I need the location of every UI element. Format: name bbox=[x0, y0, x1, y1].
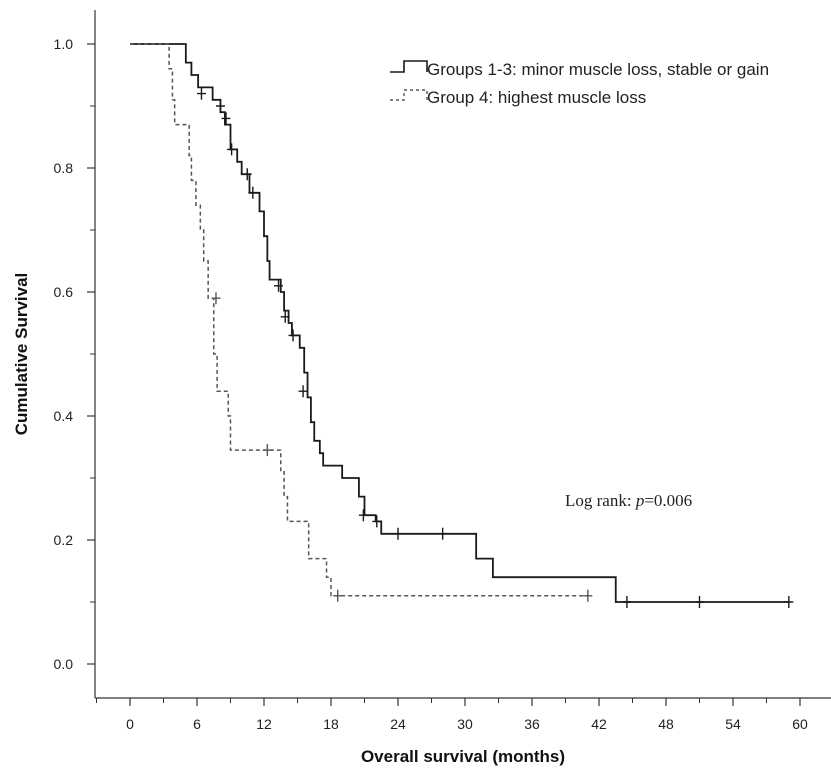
legend-symbol-solid bbox=[390, 60, 428, 73]
legend-symbol-dashed bbox=[390, 89, 428, 101]
x-tick-label: 24 bbox=[390, 716, 406, 732]
y-tick-label: 0.0 bbox=[54, 656, 74, 672]
x-axis-title: Overall survival (months) bbox=[361, 747, 565, 766]
log-rank-value: =0.006 bbox=[644, 491, 692, 510]
series-line-group-4 bbox=[130, 43, 588, 597]
y-tick-label: 1.0 bbox=[54, 36, 74, 52]
x-tick-label: 6 bbox=[193, 716, 201, 732]
x-tick-label: 30 bbox=[457, 716, 473, 732]
censor-mark-groups-1-3 bbox=[438, 527, 448, 540]
censor-mark-groups-1-3 bbox=[227, 143, 237, 156]
y-tick-label: 0.2 bbox=[54, 532, 74, 548]
x-tick-label: 60 bbox=[792, 716, 808, 732]
censor-marks bbox=[196, 87, 794, 608]
censor-mark-group-4 bbox=[583, 589, 593, 602]
censor-mark-groups-1-3 bbox=[358, 509, 368, 522]
censor-mark-groups-1-3 bbox=[221, 112, 231, 125]
x-tick-label: 12 bbox=[256, 716, 272, 732]
series-layer bbox=[130, 43, 789, 603]
censor-mark-group-4 bbox=[333, 589, 343, 602]
censor-mark-group-4 bbox=[211, 292, 221, 305]
censor-mark-groups-1-3 bbox=[784, 596, 794, 608]
censor-mark-groups-1-3 bbox=[393, 527, 403, 540]
y-axis-title: Cumulative Survival bbox=[12, 273, 31, 436]
legend-label-group-4: Group 4: highest muscle loss bbox=[427, 88, 646, 107]
legend-label-groups-1-3: Groups 1-3: minor muscle loss, stable or… bbox=[427, 60, 769, 79]
x-tick-label: 48 bbox=[658, 716, 674, 732]
x-tick-label: 42 bbox=[591, 716, 607, 732]
censor-mark-group-4 bbox=[262, 444, 272, 457]
series-line-groups-1-3 bbox=[130, 43, 789, 603]
censor-mark-groups-1-3 bbox=[242, 168, 252, 181]
y-tick-label: 0.6 bbox=[54, 284, 74, 300]
censor-mark-groups-1-3 bbox=[215, 100, 225, 112]
censor-mark-groups-1-3 bbox=[274, 279, 284, 292]
log-rank-prefix: Log rank: bbox=[565, 491, 636, 510]
x-ticks: 0 6 12 18 24 30 36 42 48 54 60 bbox=[96, 698, 808, 732]
x-tick-label: 36 bbox=[524, 716, 540, 732]
censor-mark-groups-1-3 bbox=[196, 87, 206, 100]
log-rank-p: p bbox=[635, 491, 645, 510]
censor-mark-groups-1-3 bbox=[280, 310, 290, 323]
censor-mark-groups-1-3 bbox=[248, 186, 258, 199]
y-ticks: 0.0 0.2 0.4 0.6 0.8 1.0 bbox=[54, 36, 95, 672]
censor-mark-groups-1-3 bbox=[288, 329, 298, 342]
legend: Groups 1-3: minor muscle loss, stable or… bbox=[390, 60, 769, 107]
y-tick-label: 0.8 bbox=[54, 160, 74, 176]
censor-mark-groups-1-3 bbox=[372, 515, 382, 528]
x-tick-label: 18 bbox=[323, 716, 339, 732]
x-tick-label: 0 bbox=[126, 716, 134, 732]
y-tick-label: 0.4 bbox=[54, 408, 74, 424]
censor-mark-groups-1-3 bbox=[298, 385, 308, 398]
censor-mark-groups-1-3 bbox=[622, 596, 632, 608]
log-rank-annotation: Log rank: p=0.006 bbox=[565, 491, 692, 510]
x-tick-label: 54 bbox=[725, 716, 741, 732]
axes bbox=[94, 10, 831, 699]
censor-mark-groups-1-3 bbox=[695, 596, 704, 608]
